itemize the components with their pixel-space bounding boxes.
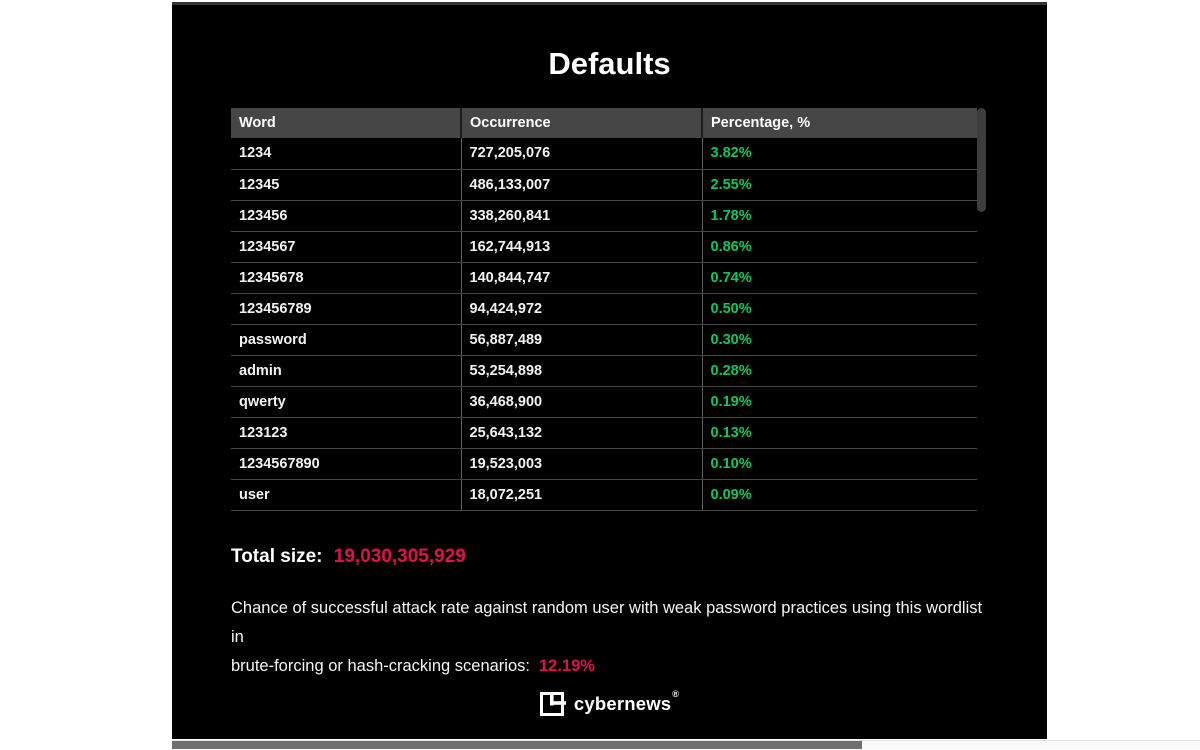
table-row: 123123 25,643,132 0.13% [231,417,977,449]
cell-occurrence: 162,744,913 [461,231,703,263]
cell-occurrence: 140,844,747 [461,262,703,294]
cell-word: 12345678 [231,262,462,294]
cell-percentage: 0.28% [702,355,977,387]
cell-percentage: 0.19% [702,386,977,418]
cell-word: 123456 [231,200,462,232]
table-row: admin 53,254,898 0.28% [231,355,977,387]
cell-percentage: 0.09% [702,479,977,511]
cell-occurrence: 727,205,076 [461,138,703,170]
cell-occurrence: 19,523,003 [461,448,703,480]
table-row: 1234567890 19,523,003 0.10% [231,448,977,480]
column-header-occurrence: Occurrence [461,108,703,138]
wordlist-table: Word Occurrence Percentage, % 1234 727,20… [231,108,977,511]
table-header-row: Word Occurrence Percentage, % [231,108,977,138]
table-body: 1234 727,205,076 3.82% 12345 486,133,007 2.55… [231,138,977,511]
total-size-value: 19,030,305,929 [333,546,466,567]
table-row: 1234 727,205,076 3.82% [231,138,977,170]
cell-percentage: 0.30% [702,324,977,356]
cell-percentage: 2.55% [702,169,977,201]
cell-occurrence: 36,468,900 [461,386,703,418]
table-row: 12345 486,133,007 2.55% [231,169,977,201]
cell-percentage: 0.10% [702,448,977,480]
cell-word: admin [231,355,462,387]
cybernews-logo-icon [539,692,566,716]
cell-percentage: 3.82% [702,138,977,170]
column-header-word: Word [231,108,462,138]
report-panel: Defaults Word Occurrence Percentage, % 1… [172,2,1047,739]
cell-word: qwerty [231,386,462,418]
cell-word: 1234567 [231,231,462,263]
panel-top-border [172,2,1047,5]
cell-percentage: 0.13% [702,417,977,449]
brand-footer: cybernews® [172,688,1047,720]
cell-word: 123123 [231,417,462,449]
attack-rate-paragraph: Chance of successful attack rate against… [231,594,991,681]
cell-occurrence: 56,887,489 [461,324,703,356]
cell-percentage: 0.74% [702,262,977,294]
cell-word: 1234 [231,138,462,170]
attack-rate-line-2: brute-forcing or hash-cracking scenarios… [231,657,595,675]
cell-word: user [231,479,462,511]
cell-word: 12345 [231,169,462,201]
cell-percentage: 1.78% [702,200,977,232]
cell-word: password [231,324,462,356]
cell-occurrence: 18,072,251 [461,479,703,511]
column-header-percentage: Percentage, % [702,108,977,138]
total-size-line: Total size: 19,030,305,929 [231,546,466,568]
total-size-label: Total size: [231,546,323,567]
table-row: 12345678 140,844,747 0.74% [231,262,977,294]
cell-occurrence: 53,254,898 [461,355,703,387]
horizontal-scrollbar-track[interactable] [172,740,1200,749]
cell-percentage: 0.50% [702,293,977,325]
cell-word: 1234567890 [231,448,462,480]
attack-rate-value: 12.19% [538,657,595,675]
page-title: Defaults [548,46,671,81]
horizontal-scrollbar-thumb[interactable] [172,741,862,749]
cell-occurrence: 338,260,841 [461,200,703,232]
cell-word: 123456789 [231,293,462,325]
table-row: 1234567 162,744,913 0.86% [231,231,977,263]
table-row: 123456789 94,424,972 0.50% [231,293,977,325]
cell-percentage: 0.86% [702,231,977,263]
cell-occurrence: 486,133,007 [461,169,703,201]
registered-trademark-symbol: ® [672,688,680,699]
vertical-scrollbar-thumb[interactable] [977,108,986,212]
table-row: password 56,887,489 0.30% [231,324,977,356]
cell-occurrence: 25,643,132 [461,417,703,449]
table-row: 123456 338,260,841 1.78% [231,200,977,232]
table-row: qwerty 36,468,900 0.19% [231,386,977,418]
table-row: user 18,072,251 0.09% [231,479,977,511]
brand-name: cybernews® [573,688,680,714]
cell-occurrence: 94,424,972 [461,293,703,325]
attack-rate-line-1: Chance of successful attack rate against… [231,599,983,646]
